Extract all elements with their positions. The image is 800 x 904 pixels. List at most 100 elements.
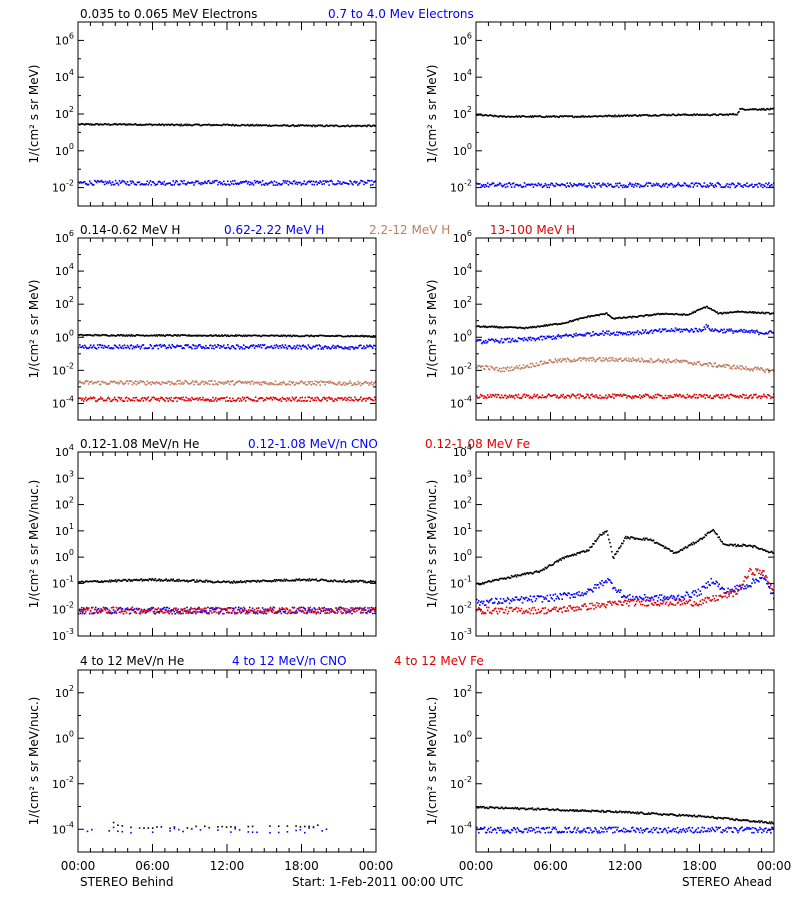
data-point (297, 184, 299, 186)
data-point (248, 181, 250, 183)
data-point (308, 381, 310, 383)
legend-electrons-high: 0.7 to 4.0 Mev Electrons (328, 7, 474, 21)
data-point (305, 397, 307, 399)
data-point (655, 394, 657, 396)
data-point (323, 381, 325, 383)
data-point (486, 397, 488, 399)
data-point (369, 607, 371, 609)
data-point (607, 183, 609, 185)
data-point (180, 397, 182, 399)
data-point (541, 336, 543, 338)
data-point (244, 609, 246, 611)
data-point (229, 397, 231, 399)
data-point (231, 612, 233, 614)
data-point (751, 329, 753, 331)
data-point (316, 345, 318, 347)
data-point (127, 380, 129, 382)
data-point (725, 185, 727, 187)
data-point (579, 394, 581, 396)
y-tick-label: 103 (55, 469, 74, 485)
data-point (300, 397, 302, 399)
data-point (159, 382, 161, 384)
data-point (211, 380, 213, 382)
data-point (233, 609, 235, 611)
data-point (629, 361, 631, 363)
data-point (210, 345, 212, 347)
data-point (284, 382, 286, 384)
data-point (129, 184, 131, 186)
data-point (139, 346, 141, 348)
data-point (494, 341, 496, 343)
data-point (235, 607, 237, 609)
data-point (559, 335, 561, 337)
data-point (196, 347, 198, 349)
data-point (628, 334, 630, 336)
data-point (631, 185, 633, 187)
data-point (177, 611, 179, 613)
y-tick-label: 104 (453, 443, 472, 459)
data-point (506, 397, 508, 399)
data-point (743, 394, 745, 396)
data-point (131, 381, 133, 383)
data-point (101, 608, 103, 610)
data-point (88, 383, 90, 385)
data-point (703, 396, 705, 398)
data-point (285, 610, 287, 612)
data-point (631, 361, 633, 363)
data-point (240, 580, 242, 582)
data-point (85, 611, 87, 613)
data-point (225, 400, 227, 402)
plot-frame (78, 22, 376, 206)
data-point (627, 360, 629, 362)
data-point (674, 360, 676, 362)
data-point (666, 362, 668, 364)
data-point (374, 610, 376, 612)
data-point (343, 398, 345, 400)
data-point (489, 396, 491, 398)
data-point (601, 360, 603, 362)
data-point (651, 359, 653, 361)
data-point (81, 399, 83, 401)
data-point (669, 185, 671, 187)
data-point (222, 613, 224, 615)
data-point (167, 400, 169, 402)
data-point (232, 380, 234, 382)
data-points (476, 306, 776, 400)
data-point (109, 180, 111, 182)
data-point (555, 358, 557, 360)
data-point (86, 607, 88, 609)
data-point (541, 184, 543, 186)
data-point (310, 612, 312, 614)
data-point (160, 346, 162, 348)
data-point (169, 384, 171, 386)
data-point (307, 400, 309, 402)
data-point (755, 394, 757, 396)
data-point (82, 613, 84, 615)
data-point (548, 184, 550, 186)
row4-legend: 4 to 12 MeV/n He 4 to 12 MeV/n CNO 4 to … (80, 654, 484, 668)
data-point (480, 186, 482, 188)
data-point (170, 347, 172, 349)
data-point (301, 611, 303, 613)
data-point (638, 358, 640, 360)
data-point (632, 396, 634, 398)
data-point (756, 330, 758, 332)
data-point (274, 345, 276, 347)
data-point (79, 608, 81, 610)
data-point (746, 182, 748, 184)
data-point (201, 399, 203, 401)
data-point (252, 381, 254, 383)
data-point (187, 344, 189, 346)
data-point (636, 332, 638, 334)
data-point (642, 396, 644, 398)
data-point (711, 328, 713, 330)
data-point (320, 182, 322, 184)
data-point (280, 609, 282, 611)
data-point (239, 348, 241, 350)
data-point (332, 581, 334, 583)
y-axis-label: 1/(cm² s sr MeV) (27, 65, 41, 164)
data-point (729, 187, 731, 189)
data-point (648, 333, 650, 335)
data-point (368, 611, 370, 613)
data-point (519, 365, 521, 367)
